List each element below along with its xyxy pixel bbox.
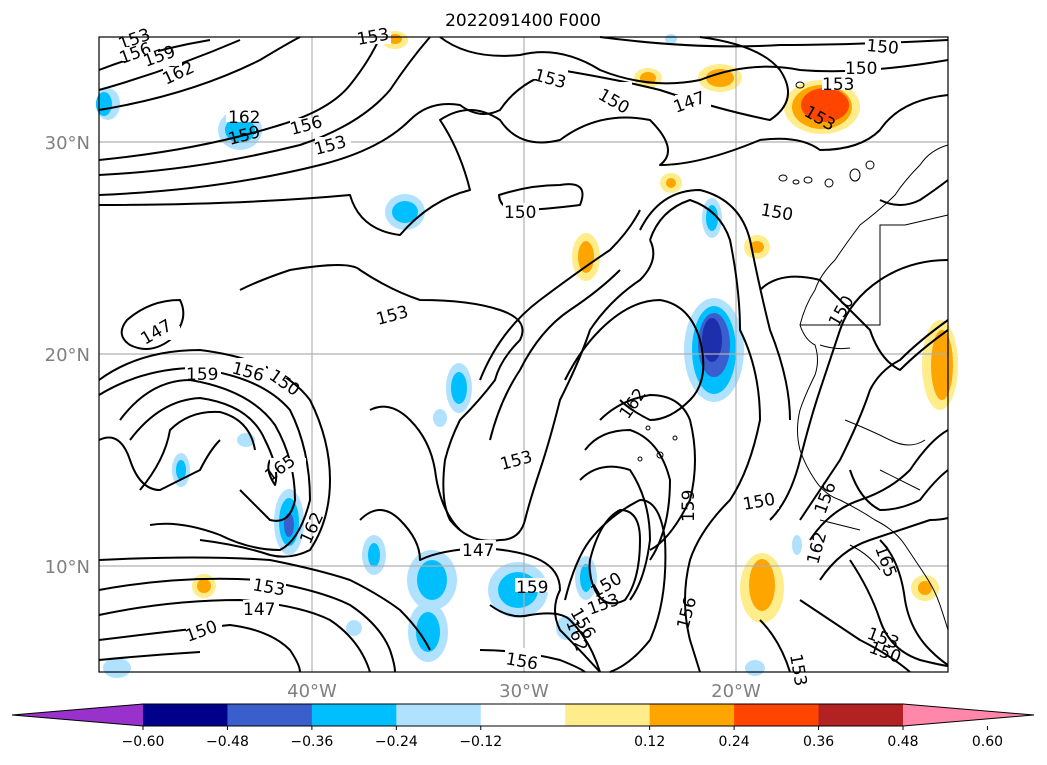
colorbar-tick-label: 0.12 bbox=[634, 734, 665, 750]
colorbar-tick-label: 0.60 bbox=[972, 734, 1003, 750]
lon-label-40w: 40°W bbox=[287, 681, 337, 702]
lat-label-10n: 10°N bbox=[45, 557, 90, 578]
colorbar-segment bbox=[818, 704, 904, 726]
lon-label-20w: 20°W bbox=[711, 681, 761, 702]
colorbar-segment bbox=[734, 704, 820, 726]
contour-label: 150 bbox=[866, 36, 900, 59]
colorbar-tick-label: 0.24 bbox=[719, 734, 750, 750]
colorbar-segment bbox=[227, 704, 313, 726]
colorbar-tick-label: −0.12 bbox=[459, 734, 502, 750]
contour-label: 159 bbox=[516, 578, 548, 598]
contour-label: 147 bbox=[243, 600, 275, 620]
colorbar-tick-label: −0.60 bbox=[122, 734, 165, 750]
colorbar-tick-label: 0.36 bbox=[803, 734, 834, 750]
graticule bbox=[99, 37, 948, 672]
lat-label-20n: 20°N bbox=[45, 345, 90, 366]
colorbar-arrow-high bbox=[903, 704, 1034, 726]
contour-label: 153 bbox=[822, 75, 854, 95]
lat-label-30n: 30°N bbox=[45, 133, 90, 154]
colorbar-segment bbox=[311, 704, 397, 726]
colorbar-segment bbox=[480, 704, 566, 726]
contour-label: 159 bbox=[186, 365, 218, 385]
colorbar-tick-label: −0.36 bbox=[290, 734, 333, 750]
colorbar-segment bbox=[565, 704, 651, 726]
colorbar-segment bbox=[396, 704, 482, 726]
map-title: 2022091400 F000 bbox=[445, 11, 601, 31]
colorbar-tick-label: 0.48 bbox=[887, 734, 918, 750]
coastlines bbox=[637, 81, 949, 631]
map-frame: 153 156 159 162 153 153 150 147 150 150 … bbox=[96, 25, 958, 688]
colorbar-segment bbox=[649, 704, 735, 726]
colorbar: −0.60 −0.48 −0.36 −0.24 −0.12 0.12 0.24 0.36 0.4… bbox=[11, 703, 1035, 750]
shaded-patches bbox=[96, 31, 958, 678]
colorbar-arrow-low bbox=[12, 704, 143, 726]
lon-label-30w: 30°W bbox=[499, 681, 549, 702]
contour-label: 147 bbox=[462, 541, 494, 561]
map-border bbox=[98, 36, 949, 673]
contour-label: 159 bbox=[679, 490, 699, 522]
contour-label: 150 bbox=[504, 203, 536, 223]
contour-label: 162 bbox=[228, 108, 260, 128]
contour-label: 150 bbox=[845, 59, 877, 79]
longitude-labels: 40°W 30°W 20°W bbox=[287, 681, 761, 702]
latitude-labels: 30°N 20°N 10°N bbox=[45, 133, 90, 578]
colorbar-segment bbox=[143, 704, 228, 726]
colorbar-tick-label: −0.48 bbox=[206, 734, 249, 750]
colorbar-tick-label: −0.24 bbox=[375, 734, 418, 750]
contour-label: 153 bbox=[785, 652, 810, 687]
